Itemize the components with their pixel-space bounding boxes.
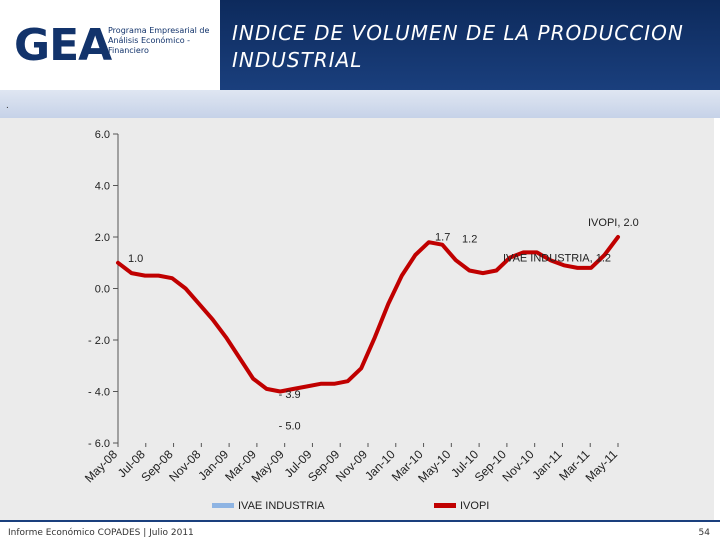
subheader-band: .	[0, 90, 720, 118]
x-tick-label: Nov-10	[500, 447, 537, 484]
x-tick-label: Nov-09	[333, 447, 370, 484]
y-tick-label: - 4.0	[88, 387, 110, 399]
x-tick-label: Nov-08	[166, 447, 203, 484]
data-label: IVAE INDUSTRIA, 1.2	[503, 253, 611, 265]
y-tick-label: 6.0	[95, 129, 110, 141]
y-tick-label: - 6.0	[88, 438, 110, 450]
footer: Informe Económico COPADES | Julio 2011 5…	[0, 520, 720, 540]
legend-label-ivae: IVAE INDUSTRIA	[238, 500, 325, 512]
data-label: 1.2	[462, 234, 477, 246]
page-number: 54	[698, 528, 710, 538]
data-label: 1.7	[435, 232, 450, 244]
y-tick-label: 0.0	[95, 284, 110, 296]
series-line-ivopi	[116, 235, 620, 394]
line-chart: 6.04.02.00.0- 2.0- 4.0- 6.0May-08Jul-08S…	[82, 129, 639, 512]
slide-title: INDICE DE VOLUMEN DE LA PRODUCCION INDUS…	[232, 21, 684, 72]
gea-logo: GEA	[14, 20, 112, 71]
data-label: IVOPI, 2.0	[588, 217, 639, 229]
header-title-bar: INDICE DE VOLUMEN DE LA PRODUCCION INDUS…	[220, 0, 720, 90]
legend-swatch-ivae	[212, 503, 234, 508]
legend-label-ivopi: IVOPI	[460, 500, 489, 512]
y-tick-label: - 2.0	[88, 335, 110, 347]
logo-subtitle: Programa Empresarial de Análisis Económi…	[108, 26, 210, 55]
data-label: - 5.0	[279, 420, 301, 432]
header-brand: GEA Programa Empresarial de Análisis Eco…	[0, 0, 220, 90]
x-tick-label: May-08	[82, 447, 120, 485]
data-label: - 3.9	[279, 389, 301, 401]
y-tick-label: 2.0	[95, 232, 110, 244]
data-label: 1.0	[128, 253, 143, 265]
y-tick-label: 4.0	[95, 181, 110, 193]
footer-divider	[0, 520, 720, 522]
x-tick-label: May-11	[583, 447, 621, 485]
band-bullet: .	[6, 100, 9, 111]
footer-text: Informe Económico COPADES | Julio 2011	[8, 528, 194, 538]
plot-area: 6.0 4.0 2.0 0.0- 2.0- 4.0- 6.0 May-08 Jul-08 S…	[0, 118, 714, 520]
legend-swatch-ivopi	[434, 503, 456, 508]
